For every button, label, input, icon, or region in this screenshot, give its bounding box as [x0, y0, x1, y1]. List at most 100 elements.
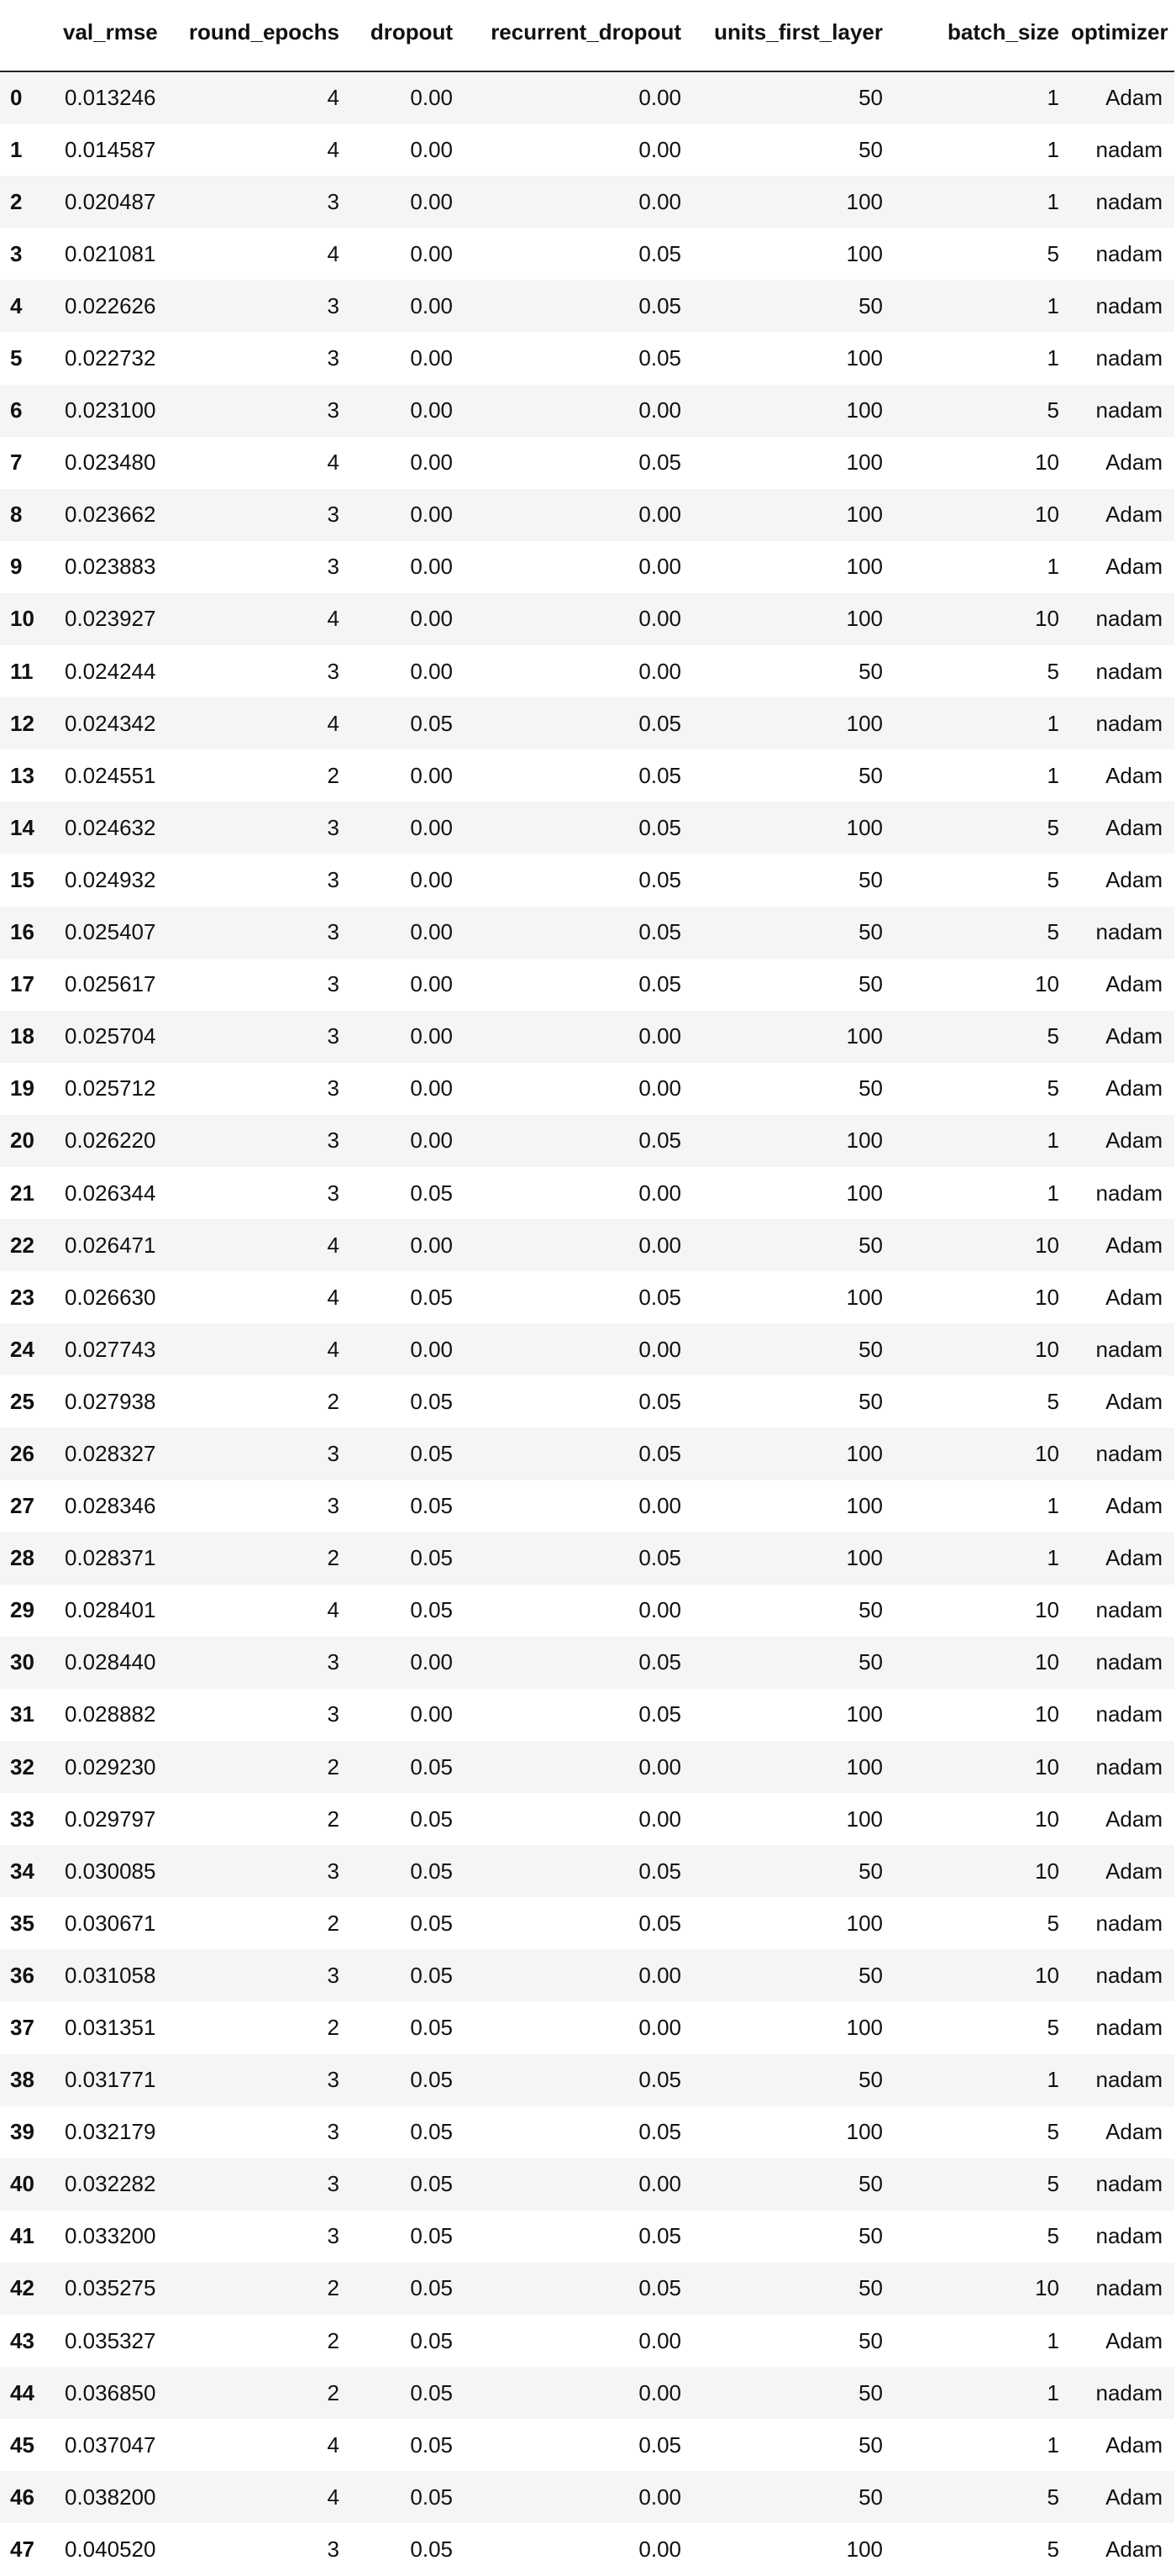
dropout-cell: 0.00 [410, 919, 453, 945]
row-index: 29 [10, 1597, 34, 1623]
val-rmse-cell: 0.026344 [65, 1180, 156, 1206]
units-first-layer-cell: 100 [846, 188, 883, 214]
batch-size-cell: 10 [1035, 2275, 1059, 2301]
row-index: 7 [10, 449, 23, 476]
units-first-layer-cell: 50 [858, 1388, 883, 1414]
dropout-cell: 0.00 [410, 866, 453, 892]
dropout-cell: 0.00 [410, 554, 453, 580]
optimizer-cell: nadam [1095, 710, 1163, 736]
batch-size-cell: 5 [1047, 2119, 1059, 2145]
optimizer-cell: nadam [1095, 919, 1163, 945]
recurrent-dropout-cell: 0.00 [638, 554, 681, 580]
row-index: 15 [10, 866, 34, 892]
round-epochs-cell: 2 [327, 2379, 339, 2405]
row-index: 8 [10, 502, 23, 528]
table-row: 5 0.022732 3 0.00 0.05 100 1 nadam [0, 332, 1174, 385]
batch-size-cell: 10 [1035, 1440, 1059, 1466]
units-first-layer-cell: 50 [858, 1649, 883, 1675]
units-first-layer-cell: 50 [858, 1858, 883, 1884]
optimizer-cell: nadam [1095, 345, 1163, 371]
recurrent-dropout-cell: 0.00 [638, 1493, 681, 1519]
dropout-cell: 0.05 [410, 1753, 453, 1780]
units-first-layer-cell: 50 [858, 1962, 883, 1988]
val-rmse-cell: 0.031058 [65, 1962, 156, 1988]
val-rmse-cell: 0.024632 [65, 814, 156, 840]
recurrent-dropout-cell: 0.05 [638, 240, 681, 266]
column-header-batch-size: batch_size [895, 0, 1071, 72]
round-epochs-cell: 2 [327, 1806, 339, 1832]
round-epochs-cell: 2 [327, 1388, 339, 1414]
units-first-layer-cell: 100 [846, 1493, 883, 1519]
optimizer-cell: Adam [1105, 449, 1163, 476]
val-rmse-cell: 0.038200 [65, 2484, 156, 2510]
dropout-cell: 0.00 [410, 345, 453, 371]
round-epochs-cell: 3 [327, 1701, 339, 1727]
table-row: 13 0.024551 2 0.00 0.05 50 1 Adam [0, 749, 1174, 802]
optimizer-cell: nadam [1095, 240, 1163, 266]
recurrent-dropout-cell: 0.00 [638, 188, 681, 214]
round-epochs-cell: 3 [327, 554, 339, 580]
table-row: 34 0.030085 3 0.05 0.05 50 10 Adam [0, 1845, 1174, 1898]
table-row: 43 0.035327 2 0.05 0.00 50 1 Adam [0, 2315, 1174, 2368]
val-rmse-cell: 0.023480 [65, 449, 156, 476]
dropout-cell: 0.05 [410, 2327, 453, 2353]
dropout-cell: 0.05 [410, 2275, 453, 2301]
table-row: 18 0.025704 3 0.00 0.00 100 5 Adam [0, 1010, 1174, 1063]
table-row: 32 0.029230 2 0.05 0.00 100 10 nadam [0, 1741, 1174, 1794]
dropout-cell: 0.00 [410, 762, 453, 788]
row-index: 35 [10, 1910, 34, 1936]
row-index: 34 [10, 1858, 34, 1884]
optimizer-cell: Adam [1105, 1388, 1163, 1414]
val-rmse-cell: 0.032179 [65, 2119, 156, 2145]
val-rmse-cell: 0.025712 [65, 1075, 156, 1101]
recurrent-dropout-cell: 0.00 [638, 2015, 681, 2041]
batch-size-cell: 5 [1047, 2484, 1059, 2510]
units-first-layer-cell: 50 [858, 2223, 883, 2249]
units-first-layer-cell: 100 [846, 1545, 883, 1571]
optimizer-cell: Adam [1105, 2484, 1163, 2510]
optimizer-cell: Adam [1105, 2431, 1163, 2458]
row-index: 10 [10, 606, 34, 632]
column-header-round-epochs: round_epochs [171, 0, 351, 72]
optimizer-cell: nadam [1095, 1180, 1163, 1206]
optimizer-cell: nadam [1095, 1910, 1163, 1936]
table-row: 44 0.036850 2 0.05 0.00 50 1 nadam [0, 2367, 1174, 2420]
round-epochs-cell: 3 [327, 1023, 339, 1049]
table-row: 45 0.037047 4 0.05 0.05 50 1 Adam [0, 2419, 1174, 2472]
units-first-layer-cell: 50 [858, 971, 883, 997]
round-epochs-cell: 4 [327, 2484, 339, 2510]
optimizer-cell: nadam [1095, 1962, 1163, 1988]
optimizer-cell: nadam [1095, 2379, 1163, 2405]
row-index: 16 [10, 919, 34, 945]
round-epochs-cell: 3 [327, 397, 339, 423]
recurrent-dropout-cell: 0.05 [638, 1858, 681, 1884]
optimizer-cell: Adam [1105, 1075, 1163, 1101]
recurrent-dropout-cell: 0.00 [638, 2327, 681, 2353]
dropout-cell: 0.05 [410, 2119, 453, 2145]
table-row: 12 0.024342 4 0.05 0.05 100 1 nadam [0, 697, 1174, 750]
val-rmse-cell: 0.027743 [65, 1336, 156, 1362]
round-epochs-cell: 2 [327, 1545, 339, 1571]
val-rmse-cell: 0.025704 [65, 1023, 156, 1049]
round-epochs-cell: 3 [327, 1180, 339, 1206]
batch-size-cell: 1 [1047, 85, 1059, 111]
row-index: 18 [10, 1023, 34, 1049]
units-first-layer-cell: 50 [858, 1075, 883, 1101]
recurrent-dropout-cell: 0.05 [638, 292, 681, 318]
val-rmse-cell: 0.021081 [65, 240, 156, 266]
units-first-layer-cell: 50 [858, 136, 883, 162]
val-rmse-cell: 0.023662 [65, 502, 156, 528]
val-rmse-cell: 0.024932 [65, 866, 156, 892]
recurrent-dropout-cell: 0.05 [638, 2431, 681, 2458]
round-epochs-cell: 3 [327, 345, 339, 371]
round-epochs-cell: 2 [327, 2327, 339, 2353]
row-index: 47 [10, 2536, 34, 2562]
units-first-layer-cell: 100 [846, 1440, 883, 1466]
batch-size-cell: 5 [1047, 1910, 1059, 1936]
table-row: 23 0.026630 4 0.05 0.05 100 10 Adam [0, 1271, 1174, 1324]
optimizer-cell: Adam [1105, 2119, 1163, 2145]
units-first-layer-cell: 100 [846, 1910, 883, 1936]
table-row: 40 0.032282 3 0.05 0.00 50 5 nadam [0, 2158, 1174, 2211]
dropout-cell: 0.05 [410, 1806, 453, 1832]
table-body: 0 0.013246 4 0.00 0.00 50 1 Adam 1 0.014587 4 0.00 0… [0, 71, 1174, 2576]
